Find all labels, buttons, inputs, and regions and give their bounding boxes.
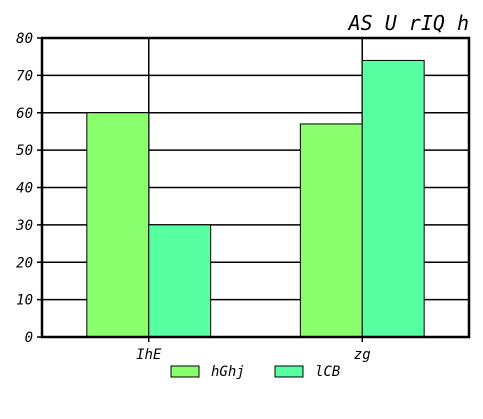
y-tick-label: 50 bbox=[16, 143, 33, 159]
axes bbox=[37, 36, 471, 342]
y-tick-label: 40 bbox=[16, 181, 33, 197]
bar-hGhj-IhE bbox=[86, 112, 150, 338]
bar-hGhj-zg bbox=[299, 123, 363, 338]
legend-item-lCB: lCB bbox=[274, 364, 340, 380]
y-tick-label: 10 bbox=[16, 293, 33, 309]
legend-label: hGhj bbox=[211, 364, 245, 380]
bar-lCB-IhE bbox=[148, 224, 212, 338]
legend-label: lCB bbox=[315, 364, 340, 380]
y-tick-label: 80 bbox=[16, 31, 33, 47]
y-tick-label: 0 bbox=[25, 330, 33, 346]
y-tick-label: 20 bbox=[16, 255, 33, 271]
legend-swatch bbox=[274, 365, 304, 378]
legend-swatch bbox=[170, 365, 200, 378]
legend: hGhj lCB bbox=[170, 364, 340, 380]
y-tick-label: 60 bbox=[16, 106, 33, 122]
bar-lCB-zg bbox=[361, 59, 425, 338]
chart-title: AS U rIQ h bbox=[347, 11, 469, 35]
y-tick-label: 30 bbox=[15, 218, 33, 234]
x-tick-label: IhE bbox=[136, 347, 162, 363]
tick-labels: 0 10 20 30 40 50 60 70 80 IhE zg bbox=[15, 31, 371, 363]
legend-item-hGhj: hGhj bbox=[170, 364, 245, 380]
bars bbox=[86, 59, 425, 338]
y-tick-label: 70 bbox=[16, 68, 33, 84]
x-tick-label: zg bbox=[354, 347, 371, 363]
